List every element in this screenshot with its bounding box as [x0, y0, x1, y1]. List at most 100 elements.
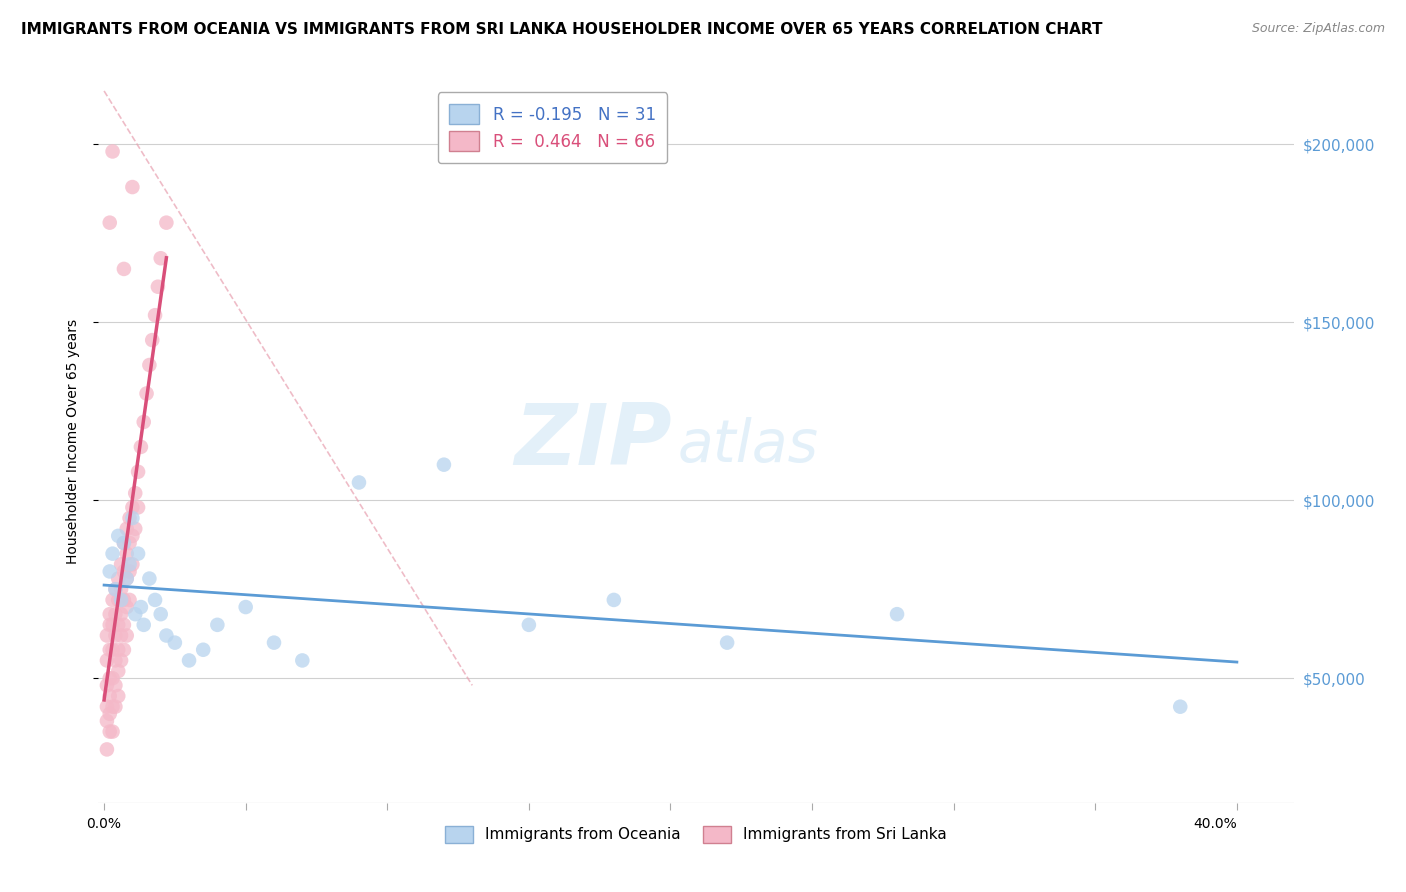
Point — [603, 593, 626, 607]
Text: ZIP: ZIP — [515, 400, 672, 483]
Point — [104, 628, 127, 642]
Point — [112, 536, 135, 550]
Point — [121, 529, 143, 543]
Point — [115, 628, 138, 642]
Point — [101, 671, 124, 685]
Point — [98, 642, 121, 657]
Point — [886, 607, 908, 622]
Point — [141, 333, 163, 347]
Point — [115, 547, 138, 561]
Point — [112, 642, 135, 657]
Point — [98, 706, 121, 721]
Point — [112, 565, 135, 579]
Point — [124, 522, 146, 536]
Point — [96, 699, 118, 714]
Point — [101, 724, 124, 739]
Point — [110, 558, 132, 572]
Point — [101, 617, 124, 632]
Point — [138, 358, 160, 372]
Point — [112, 593, 135, 607]
Point — [207, 617, 229, 632]
Point — [124, 607, 146, 622]
Point — [104, 678, 127, 692]
Point — [135, 386, 157, 401]
Point — [112, 261, 135, 276]
Point — [121, 558, 143, 572]
Point — [124, 486, 146, 500]
Point — [104, 582, 127, 597]
Point — [115, 600, 138, 615]
Point — [101, 547, 124, 561]
Point — [149, 252, 172, 266]
Point — [107, 593, 129, 607]
Point — [110, 653, 132, 667]
Point — [110, 593, 132, 607]
Point — [146, 279, 169, 293]
Point — [143, 308, 166, 322]
Point — [107, 572, 129, 586]
Point — [112, 617, 135, 632]
Point — [132, 415, 155, 429]
Point — [517, 617, 540, 632]
Text: 40.0%: 40.0% — [1194, 817, 1237, 831]
Point — [177, 653, 200, 667]
Point — [96, 628, 118, 642]
Point — [291, 653, 314, 667]
Y-axis label: Householder Income Over 65 years: Householder Income Over 65 years — [66, 319, 80, 564]
Point — [155, 628, 177, 642]
Point — [347, 475, 370, 490]
Point — [118, 593, 141, 607]
Point — [107, 689, 129, 703]
Point — [129, 440, 152, 454]
Text: atlas: atlas — [678, 417, 820, 474]
Point — [127, 500, 149, 515]
Point — [96, 653, 118, 667]
Point — [107, 664, 129, 678]
Point — [101, 145, 124, 159]
Point — [98, 724, 121, 739]
Point — [149, 607, 172, 622]
Point — [110, 582, 132, 597]
Point — [118, 565, 141, 579]
Text: Source: ZipAtlas.com: Source: ZipAtlas.com — [1251, 22, 1385, 36]
Point — [138, 572, 160, 586]
Point — [98, 607, 121, 622]
Point — [121, 500, 143, 515]
Point — [107, 529, 129, 543]
Point — [107, 642, 129, 657]
Point — [104, 582, 127, 597]
Point — [96, 678, 118, 692]
Point — [115, 572, 138, 586]
Point — [104, 699, 127, 714]
Point — [112, 536, 135, 550]
Point — [193, 642, 215, 657]
Point — [118, 536, 141, 550]
Point — [104, 607, 127, 622]
Point — [110, 628, 132, 642]
Point — [110, 607, 132, 622]
Point — [104, 653, 127, 667]
Point — [433, 458, 456, 472]
Point — [235, 600, 257, 615]
Point — [121, 511, 143, 525]
Point — [263, 635, 285, 649]
Point — [163, 635, 186, 649]
Point — [127, 547, 149, 561]
Point — [129, 600, 152, 615]
Legend: Immigrants from Oceania, Immigrants from Sri Lanka: Immigrants from Oceania, Immigrants from… — [439, 820, 953, 849]
Point — [101, 642, 124, 657]
Point — [118, 558, 141, 572]
Point — [143, 593, 166, 607]
Point — [115, 522, 138, 536]
Point — [98, 565, 121, 579]
Point — [155, 216, 177, 230]
Point — [1168, 699, 1191, 714]
Point — [98, 216, 121, 230]
Point — [101, 699, 124, 714]
Point — [96, 742, 118, 756]
Point — [716, 635, 738, 649]
Point — [98, 689, 121, 703]
Point — [127, 465, 149, 479]
Point — [132, 617, 155, 632]
Point — [107, 617, 129, 632]
